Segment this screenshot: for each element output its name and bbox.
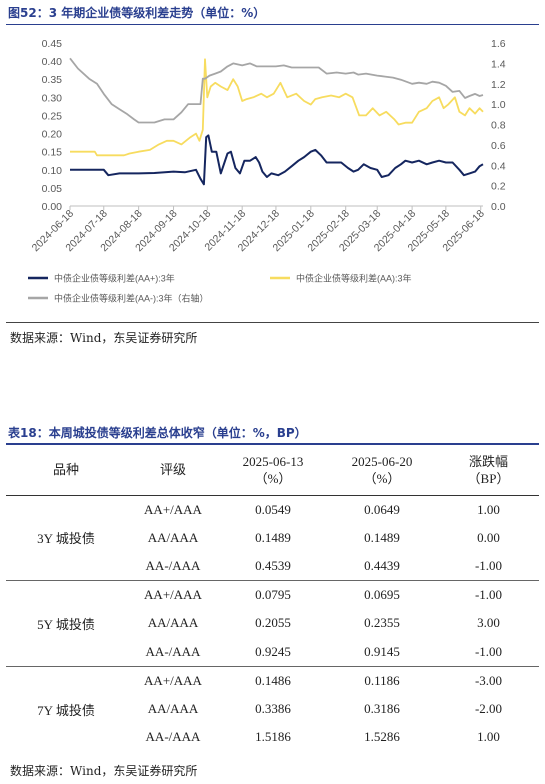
y-left-tick-label: 0.45 (42, 38, 63, 50)
value-2025-06-20-cell: 0.3186 (364, 700, 400, 716)
change-bp-cell: 3.00 (477, 615, 500, 631)
value-2025-06-20-cell: 0.2355 (364, 615, 400, 631)
value-2025-06-13-cell: 0.1486 (255, 672, 291, 688)
rating-cell: AA/AAA (147, 529, 199, 545)
y-right-tick-label: 1.0 (491, 99, 506, 111)
value-2025-06-13-cell: 0.9245 (255, 643, 291, 659)
rating-cell: AA/AAA (147, 700, 199, 716)
header-rating: 评级 (159, 462, 186, 478)
table-row: AA-/AAA 1.5186 1.5286 1.00 (6, 723, 539, 752)
header-change: 涨跌幅 （BP） (467, 453, 510, 486)
change-bp-cell: 1.00 (477, 729, 500, 745)
y-right-tick-label: 1.4 (491, 58, 506, 70)
series-line-2 (69, 57, 484, 124)
rating-cell: AA-/AAA (145, 729, 201, 745)
y-left-tick-label: 0.25 (42, 110, 63, 122)
change-bp-cell: 0.00 (477, 529, 500, 545)
change-bp-cell: -1.00 (474, 558, 503, 573)
table-row: AA-/AAA 0.9245 0.9145 -1.00 (6, 638, 539, 667)
y-right-tick-label: 1.6 (491, 38, 506, 50)
series-line-1 (70, 58, 484, 157)
variety-cell: 5Y 城投债 (37, 616, 95, 632)
legend-label-1: 中债企业债等级利差(AA):3年 (296, 273, 412, 284)
table-row: AA-/AAA 0.4539 0.4439 -1.00 (6, 552, 539, 581)
table-group: 3Y 城投债 AA+/AAA 0.0549 0.0649 1.00 AA/AAA 0.148… (6, 495, 539, 581)
rating-cell: AA+/AAA (144, 587, 202, 602)
series-line-0 (70, 134, 484, 186)
figure-title: 图52：3 年期企业债等级利差走势（单位：%） (8, 6, 266, 20)
table-row: AA/AAA 0.2055 0.2355 3.00 (6, 609, 539, 638)
change-bp-cell: -2.00 (474, 700, 503, 716)
y-right-tick-label: 0.6 (491, 140, 506, 152)
rating-cell: AA+/AAA (144, 672, 202, 688)
change-bp-cell: -1.00 (474, 587, 503, 602)
variety-cell: 3Y 城投债 (37, 531, 95, 547)
header-variety: 品种 (52, 462, 79, 478)
line-chart: 0.00 0.05 0.10 0.15 0.20 0.25 0.30 0.35 0.40 0.45… (28, 38, 506, 304)
y-left-tick-label: 0.30 (42, 92, 63, 104)
y-right-tick-label: 1.2 (491, 79, 506, 91)
rating-cell: AA/AAA (147, 615, 199, 631)
change-bp-cell: 1.00 (477, 501, 500, 517)
y-left-tick-label: 0.20 (42, 129, 63, 141)
legend-label-2: 中债企业债等级利差(AA-):3年（右轴） (54, 293, 209, 304)
value-2025-06-13-cell: 0.3386 (255, 700, 291, 716)
y-right-tick-label: 0.4 (491, 160, 506, 172)
table-row: 7Y 城投债 AA+/AAA 0.1486 0.1186 -3.00 (6, 666, 539, 718)
table-header: 品种 评级 2025-06-13 （%） 2025-06-20 （%） 涨跌幅 （BP… (6, 444, 539, 495)
value-2025-06-20-cell: 0.1489 (364, 529, 400, 545)
value-2025-06-20-cell: 0.1186 (364, 672, 400, 688)
figure-source-rule (6, 322, 539, 323)
table-row: AA/AAA 0.1489 0.1489 0.00 (6, 524, 539, 553)
table-title: 表18：本周城投债等级利差总体收窄（单位：%，BP） (8, 426, 307, 440)
y-left-tick-label: 0.40 (42, 56, 63, 68)
value-2025-06-20-cell: 0.0695 (364, 587, 400, 602)
table-row: 5Y 城投债 AA+/AAA 0.0795 0.0695 -1.00 (6, 581, 539, 632)
table-source: 数据来源：Wind，东吴证券研究所 (10, 764, 198, 778)
y-right-tick-label: 0.2 (491, 181, 506, 193)
y-left-tick-label: 0.15 (42, 147, 63, 159)
table-row: 3Y 城投债 AA+/AAA 0.0549 0.0649 1.00 (6, 495, 539, 547)
y-right-tick-label: 0.0 (491, 201, 506, 213)
value-2025-06-13-cell: 0.0795 (255, 587, 291, 602)
value-2025-06-20-cell: 0.9145 (364, 643, 400, 659)
variety-cell: 7Y 城投债 (37, 702, 95, 718)
value-2025-06-13-cell: 0.4539 (255, 558, 291, 573)
legend-label-0: 中债企业债等级利差(AA+):3年 (54, 273, 175, 284)
value-2025-06-13-cell: 0.2055 (255, 615, 291, 631)
y-left-tick-label: 0.00 (42, 201, 63, 213)
y-left-tick-label: 0.35 (42, 74, 63, 86)
value-2025-06-13-cell: 0.0549 (255, 501, 291, 517)
value-2025-06-13-cell: 1.5186 (255, 729, 291, 745)
y-right-tick-label: 0.8 (491, 120, 506, 132)
rating-cell: AA-/AAA (145, 643, 201, 659)
value-2025-06-20-cell: 1.5286 (364, 729, 400, 745)
header-date-1: 2025-06-13 （%） (242, 453, 304, 486)
figure-title-rule (6, 24, 539, 25)
spread-table: 品种 评级 2025-06-13 （%） 2025-06-20 （%） 涨跌幅 （BP… (6, 443, 539, 752)
y-left-tick-label: 0.05 (42, 183, 63, 195)
value-2025-06-20-cell: 0.0649 (364, 501, 400, 517)
figure-source: 数据来源：Wind，东吴证券研究所 (10, 331, 198, 345)
change-bp-cell: -1.00 (474, 643, 503, 659)
table-group: 5Y 城投债 AA+/AAA 0.0795 0.0695 -1.00 AA/AAA 0.20… (6, 581, 539, 667)
value-2025-06-13-cell: 0.1489 (255, 529, 291, 545)
change-bp-cell: -3.00 (474, 672, 503, 688)
y-left-tick-label: 0.10 (42, 165, 63, 177)
rating-cell: AA-/AAA (145, 558, 201, 573)
value-2025-06-20-cell: 0.4439 (364, 558, 400, 573)
header-date-2: 2025-06-20 （%） (351, 453, 413, 486)
rating-cell: AA+/AAA (144, 501, 202, 517)
table-row: AA/AAA 0.3386 0.3186 -2.00 (6, 695, 539, 724)
table-group: 7Y 城投债 AA+/AAA 0.1486 0.1186 -3.00 AA/AAA 0.33… (6, 666, 539, 752)
